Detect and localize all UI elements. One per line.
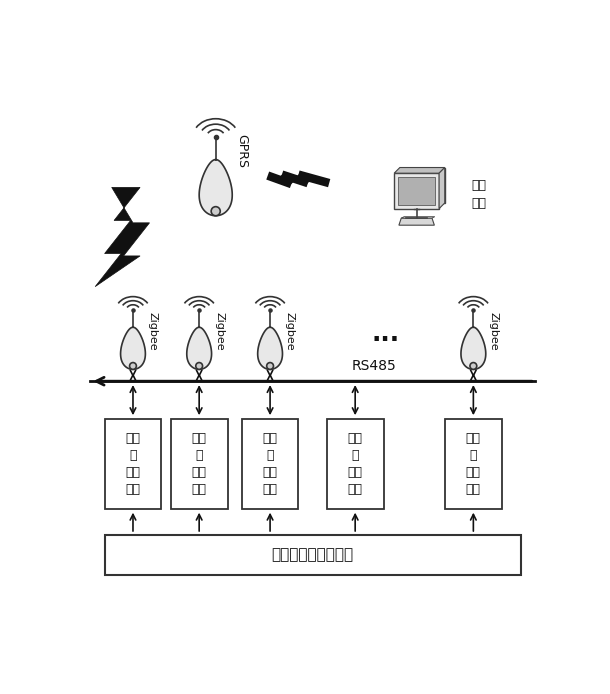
Text: 模拟
量
采集
模块: 模拟 量 采集 模块	[262, 432, 278, 496]
Text: RS485: RS485	[352, 359, 396, 373]
Polygon shape	[296, 171, 310, 186]
Polygon shape	[399, 218, 434, 225]
Text: Zigbee: Zigbee	[214, 312, 224, 350]
Text: 模拟
量
采集
模块: 模拟 量 采集 模块	[348, 432, 363, 496]
Bar	[105, 535, 520, 575]
Circle shape	[211, 207, 220, 216]
Polygon shape	[394, 174, 439, 209]
Text: 各类环境因子传感器: 各类环境因子传感器	[271, 548, 354, 562]
Polygon shape	[257, 328, 282, 369]
Text: 模拟
量
采集
模块: 模拟 量 采集 模块	[466, 432, 481, 496]
Polygon shape	[400, 167, 445, 203]
Polygon shape	[121, 328, 145, 369]
Bar	[327, 419, 384, 509]
Circle shape	[129, 362, 137, 369]
Circle shape	[470, 362, 477, 369]
Polygon shape	[279, 171, 295, 187]
Text: Zigbee: Zigbee	[285, 312, 295, 350]
Polygon shape	[461, 328, 486, 369]
Text: Zigbee: Zigbee	[148, 312, 158, 350]
Polygon shape	[187, 328, 212, 369]
Polygon shape	[297, 171, 330, 187]
Text: 监测
中心: 监测 中心	[471, 179, 486, 210]
Bar	[445, 419, 501, 509]
Polygon shape	[394, 167, 445, 174]
Text: 模拟
量
采集
模块: 模拟 量 采集 模块	[126, 432, 140, 496]
Text: 模拟
量
采集
模块: 模拟 量 采集 模块	[192, 432, 207, 496]
Circle shape	[267, 362, 273, 369]
Bar	[171, 419, 228, 509]
Polygon shape	[199, 160, 232, 216]
Polygon shape	[439, 167, 445, 209]
Polygon shape	[398, 177, 436, 205]
Polygon shape	[267, 171, 293, 188]
Bar	[242, 419, 298, 509]
Polygon shape	[95, 187, 149, 287]
Polygon shape	[401, 217, 435, 218]
Text: GPRS: GPRS	[235, 135, 248, 169]
Bar	[105, 419, 161, 509]
Text: ...: ...	[372, 322, 400, 346]
Text: Zigbee: Zigbee	[488, 312, 498, 350]
Polygon shape	[281, 171, 309, 187]
Circle shape	[196, 362, 203, 369]
